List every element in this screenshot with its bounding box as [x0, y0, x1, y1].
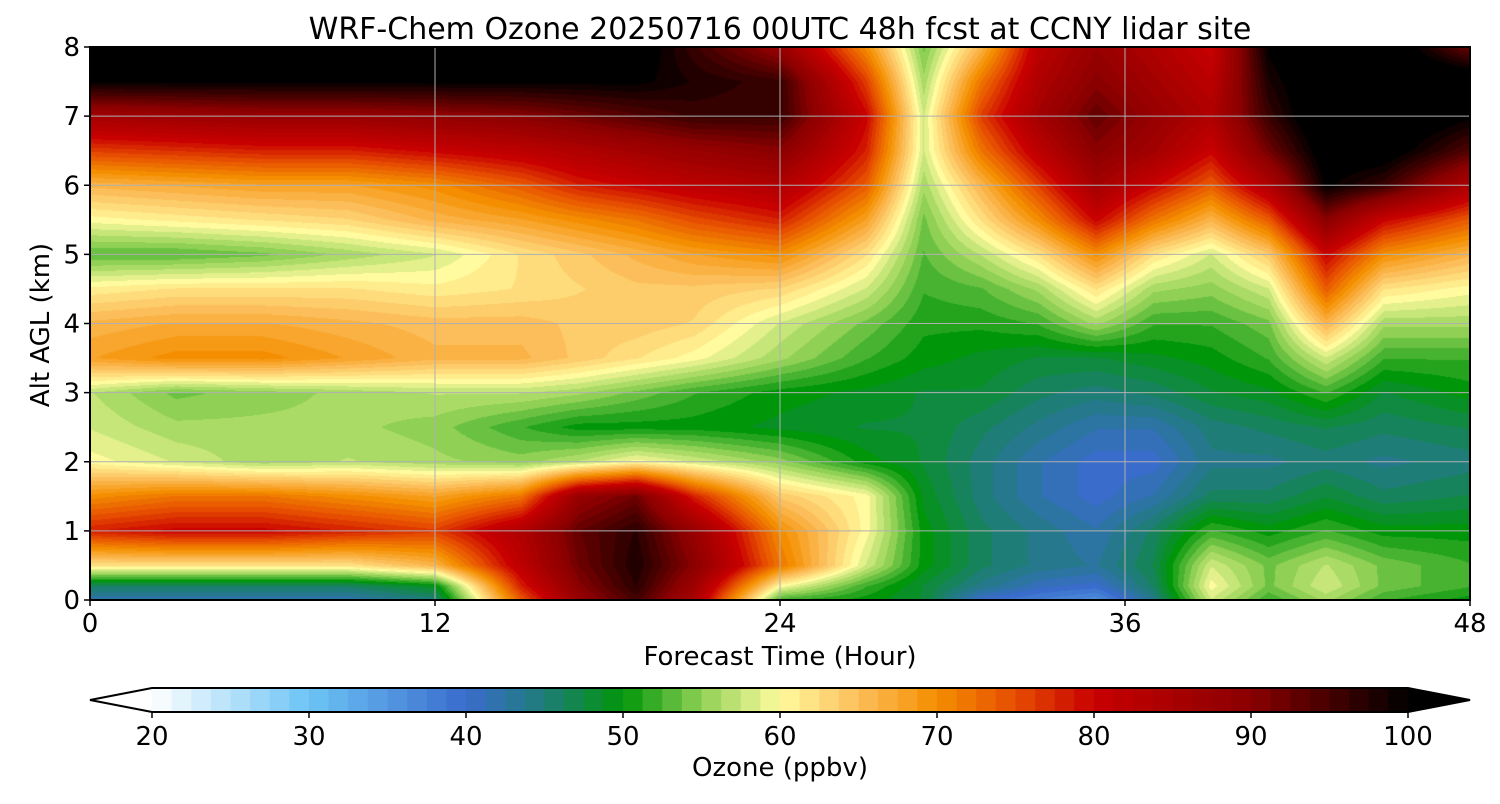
colorbar-swatch [799, 688, 820, 712]
colorbar-swatch [897, 688, 918, 712]
colorbar-swatch [309, 688, 330, 712]
colorbar-swatch [544, 688, 565, 712]
colorbar-swatch [210, 688, 232, 712]
x-axis: 0 12 24 36 48 [82, 600, 1487, 639]
colorbar-swatch [603, 688, 624, 712]
colorbar-tick-label: 40 [449, 722, 482, 752]
colorbar-swatch [269, 688, 290, 712]
colorbar-swatch [1251, 688, 1272, 712]
colorbar-swatch [1035, 688, 1056, 712]
colorbar-swatch [1309, 688, 1331, 712]
colorbar-swatch [1152, 688, 1174, 712]
colorbar-swatch [1133, 688, 1154, 712]
colorbar-swatch [681, 688, 703, 712]
colorbar-max-extend [1408, 688, 1470, 712]
colorbar-swatch [917, 688, 938, 712]
colorbar-swatch [446, 688, 467, 712]
colorbar-swatch [1388, 688, 1409, 712]
y-tick-label: 1 [63, 517, 80, 547]
colorbar-tick-label: 50 [606, 722, 639, 752]
x-axis-label: Forecast Time (Hour) [643, 642, 916, 672]
y-tick-label: 0 [63, 586, 80, 616]
colorbar-swatch [583, 688, 604, 712]
colorbar-swatch [937, 688, 958, 712]
colorbar-swatch [878, 688, 899, 712]
y-tick-label: 6 [63, 171, 80, 201]
y-tick-label: 2 [63, 448, 80, 478]
y-axis: 0 1 2 3 4 5 6 7 8 [63, 33, 90, 616]
x-tick-label: 24 [763, 609, 796, 639]
colorbar-swatch [328, 688, 349, 712]
colorbar-swatch [289, 688, 310, 712]
colorbar-swatch [466, 688, 487, 712]
colorbar-tick-label: 20 [135, 722, 168, 752]
colorbar-tick-label: 100 [1383, 722, 1433, 752]
x-tick-label: 12 [418, 609, 451, 639]
colorbar-swatch [642, 688, 663, 712]
colorbar-swatch [1094, 688, 1115, 712]
colorbar-swatch [623, 688, 644, 712]
colorbar-swatch [760, 688, 781, 712]
colorbar-swatch [1231, 688, 1252, 712]
colorbar-swatch [838, 688, 860, 712]
colorbar-tick-label: 90 [1234, 722, 1267, 752]
colorbar-swatch [367, 688, 389, 712]
colorbar-min-extend [90, 688, 152, 712]
colorbar-swatch [1074, 688, 1095, 712]
colorbar-swatch [485, 688, 506, 712]
colorbar-swatch [721, 688, 742, 712]
colorbar-swatch [564, 688, 585, 712]
colorbar-tick-label: 80 [1077, 722, 1110, 752]
colorbar-swatch [662, 688, 683, 712]
colorbar-swatch [524, 688, 546, 712]
y-axis-label: Alt AGL (km) [26, 243, 56, 407]
y-tick-label: 7 [63, 102, 80, 132]
colorbar-swatch [1368, 688, 1389, 712]
colorbar-swatch [1349, 688, 1370, 712]
colorbar-swatch [1192, 688, 1213, 712]
chart-title: WRF-Chem Ozone 20250716 00UTC 48h fcst a… [309, 12, 1252, 47]
colorbar-swatch [976, 688, 997, 712]
colorbar-label: Ozone (ppbv) [692, 753, 868, 783]
y-tick-label: 4 [63, 310, 80, 340]
x-tick-label: 48 [1453, 609, 1486, 639]
colorbar-tick-label: 30 [292, 722, 325, 752]
x-tick-label: 36 [1108, 609, 1141, 639]
colorbar-swatch [426, 688, 447, 712]
colorbar-tick-label: 60 [763, 722, 796, 752]
colorbar-swatch [1270, 688, 1291, 712]
y-tick-label: 5 [63, 240, 80, 270]
colorbar-swatch [1015, 688, 1036, 712]
colorbar-swatch [1172, 688, 1193, 712]
gridlines [90, 47, 1470, 600]
colorbar-swatch [1211, 688, 1232, 712]
colorbar-swatch [1290, 688, 1311, 712]
colorbar-swatch [1113, 688, 1134, 712]
colorbar-tick-label: 70 [920, 722, 953, 752]
colorbar-swatch [152, 688, 173, 712]
colorbar-swatch [505, 688, 526, 712]
colorbar-swatch [701, 688, 722, 712]
colorbar-swatch [956, 688, 977, 712]
y-tick-label: 8 [63, 33, 80, 63]
colorbar: 20 30 40 50 60 70 80 90 100 [89, 687, 1471, 752]
colorbar-swatch [740, 688, 761, 712]
colorbar-swatch [191, 688, 212, 712]
colorbar-swatch [407, 688, 428, 712]
colorbar-swatch [171, 688, 192, 712]
colorbar-swatch [995, 688, 1017, 712]
x-tick-label: 0 [82, 609, 99, 639]
colorbar-swatch [819, 688, 840, 712]
colorbar-swatch [780, 688, 801, 712]
colorbar-swatch [250, 688, 271, 712]
colorbar-swatch [858, 688, 879, 712]
colorbar-swatch [387, 688, 408, 712]
colorbar-swatch [230, 688, 251, 712]
colorbar-swatch [348, 688, 369, 712]
y-tick-label: 3 [63, 379, 80, 409]
colorbar-swatch [1329, 688, 1350, 712]
colorbar-swatch [1054, 688, 1075, 712]
